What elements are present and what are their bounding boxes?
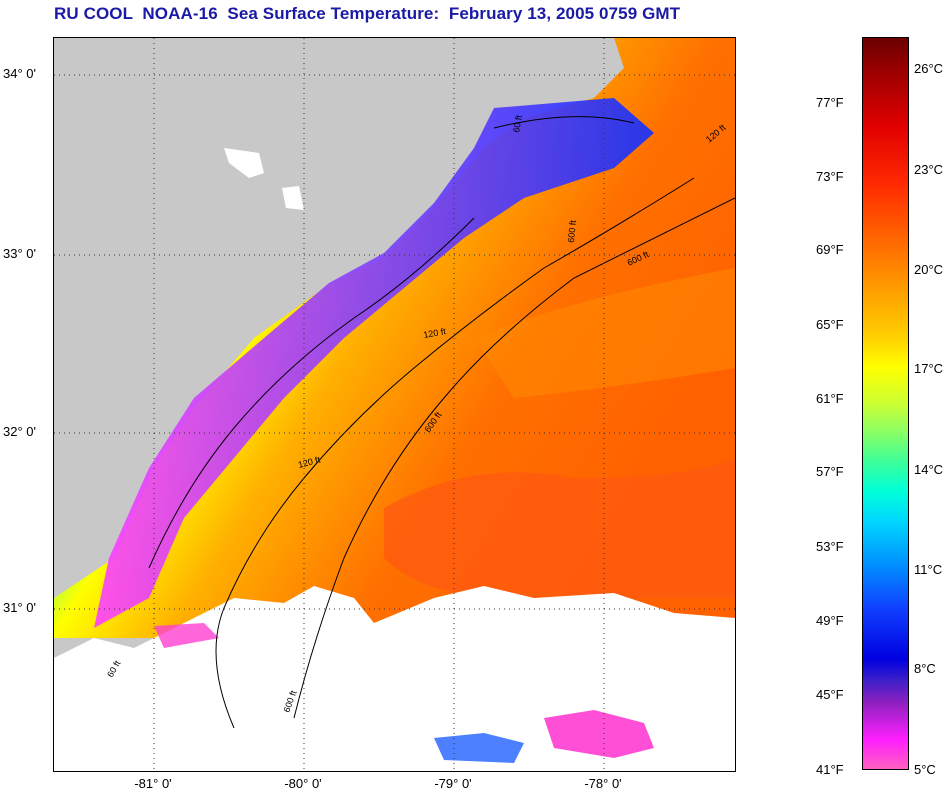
longitude-label: -78° 0' (584, 776, 622, 791)
colorbar-fahrenheit-label: 57°F (816, 464, 844, 479)
colorbar-fahrenheit-label: 45°F (816, 687, 844, 702)
colorbar-celsius-label: 20°C (914, 262, 944, 277)
cloud-patch-small (282, 186, 304, 210)
colorbar-fahrenheit-label: 49°F (816, 613, 844, 628)
cold-patch-3 (154, 623, 219, 648)
colorbar-fahrenheit-label: 69°F (816, 242, 844, 257)
colorbar-fahrenheit-label: 77°F (816, 95, 844, 110)
isobath-600ft (293, 197, 735, 719)
latitude-label: 32° 0' (3, 424, 36, 439)
map-canvas: 60 ft 120 ft 600 ft 120 ft 600 ft 120 ft… (54, 38, 735, 771)
colorbar-fahrenheit-label: 41°F (816, 762, 844, 777)
contour-label: 60 ft (511, 114, 524, 133)
colorbar-celsius-label: 17°C (914, 361, 944, 376)
longitude-label: -80° 0' (284, 776, 322, 791)
colorbar-fahrenheit-label: 73°F (816, 169, 844, 184)
colorbar-celsius-label: 26°C (914, 61, 944, 76)
temperature-colorbar (862, 37, 909, 770)
contour-label: 600 ft (566, 219, 578, 243)
colorbar-fahrenheit-label: 53°F (816, 539, 844, 554)
colorbar-celsius-label: 14°C (914, 462, 944, 477)
colorbar-celsius-label: 5°C (914, 762, 936, 777)
cold-patch (544, 710, 654, 758)
graticule (54, 38, 735, 771)
nearshore-cold-band (94, 98, 654, 628)
colorbar-celsius-label: 23°C (914, 162, 944, 177)
page-title: RU COOL NOAA-16 Sea Surface Temperature:… (54, 4, 681, 23)
contour-label: 120 ft (423, 326, 447, 340)
colorbar-celsius-label: 11°C (914, 562, 943, 577)
cloud-patch (224, 148, 264, 178)
latitude-label: 31° 0' (3, 600, 36, 615)
isobath-60ft (148, 116, 635, 569)
longitude-label: -81° 0' (134, 776, 172, 791)
longitude-label: -79° 0' (434, 776, 472, 791)
colorbar-celsius-label: 8°C (914, 661, 936, 676)
colorbar-fahrenheit-label: 61°F (816, 391, 844, 406)
isobath-120ft (215, 177, 695, 729)
warm-core (384, 458, 735, 598)
cold-patch-2 (434, 733, 524, 763)
sst-map[interactable]: 60 ft 120 ft 600 ft 120 ft 600 ft 120 ft… (53, 37, 736, 772)
latitude-label: 34° 0' (3, 66, 36, 81)
colorbar-fahrenheit-label: 65°F (816, 317, 844, 332)
latitude-label: 33° 0' (3, 246, 36, 261)
